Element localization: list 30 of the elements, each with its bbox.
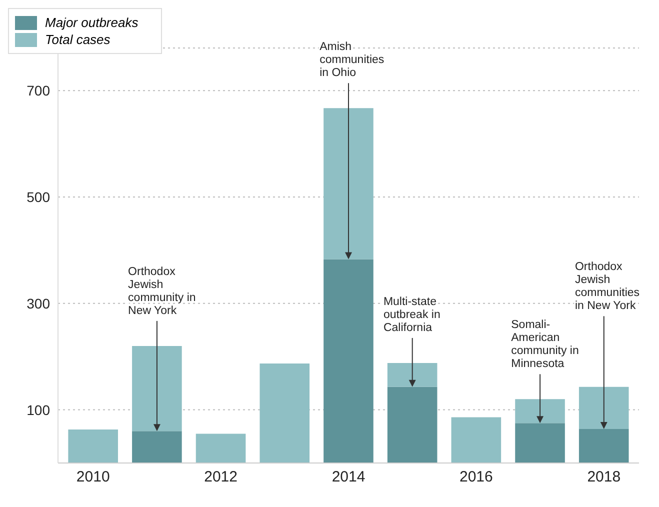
annotation: Orthodox Jewish communities in New York [574, 261, 640, 312]
x-tick-label: 2014 [332, 468, 366, 486]
annotation: Multi-state outbreak in California [383, 296, 440, 334]
bar [387, 386, 438, 463]
bar [578, 386, 629, 429]
bar [260, 364, 310, 463]
bar [387, 362, 438, 387]
y-tick-label: 500 [26, 188, 50, 205]
x-tick-label: 2012 [204, 468, 238, 486]
bar [132, 346, 182, 432]
bar [324, 108, 374, 260]
x-tick-label: 2016 [460, 468, 493, 486]
bar [578, 428, 629, 463]
x-tick-label: 2018 [587, 468, 621, 486]
legend-label: Major outbreaks [45, 15, 138, 30]
y-tick-label: 300 [26, 295, 50, 312]
bar [324, 259, 374, 463]
bar [68, 429, 118, 463]
bar [451, 417, 502, 463]
bar [515, 399, 565, 424]
bar [515, 423, 565, 463]
x-tick-label: 2010 [76, 468, 110, 486]
y-tick-label: 100 [26, 402, 50, 418]
annotation: Amish communities in Ohio [320, 41, 384, 80]
annotation: Orthodox Jewish community in New York [128, 266, 196, 317]
bar [196, 434, 246, 463]
legend-label: Total cases [45, 32, 110, 47]
y-tick-label: 700 [26, 82, 50, 99]
bar [132, 431, 182, 463]
annotation: Somali-American community in Minnesota [511, 319, 579, 370]
